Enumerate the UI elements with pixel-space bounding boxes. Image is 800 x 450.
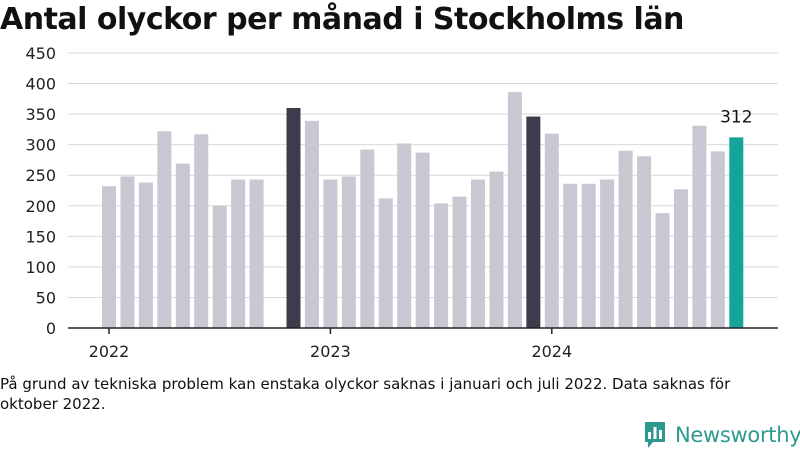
y-tick-label: 350: [25, 105, 56, 124]
bar-2023-04: [378, 198, 393, 328]
bar-2024-02: [563, 183, 578, 328]
bar-2022-01: [102, 186, 116, 328]
bar-2022-12: [304, 120, 319, 328]
brand-name: Newsworthy: [675, 423, 800, 447]
bar-2022-03: [138, 182, 153, 328]
footnote: På grund av tekniska problem kan enstaka…: [0, 375, 731, 413]
bar-2023-03: [360, 149, 375, 328]
bar-2024-10: [710, 151, 725, 328]
bar-2023-07: [434, 203, 449, 328]
bar-chart-badge-icon: [645, 422, 665, 448]
bar-2022-07: [212, 205, 227, 328]
x-tick-label: 2022: [89, 342, 130, 361]
y-tick-label: 50: [36, 288, 56, 307]
bar-2024-06: [637, 156, 652, 328]
y-tick-label: 450: [25, 44, 56, 63]
bar-2023-08: [452, 196, 467, 328]
bar-2023-06: [415, 152, 430, 328]
bar-2022-02: [120, 176, 135, 328]
y-tick-label: 150: [25, 227, 56, 246]
chart-title: Antal olyckor per månad i Stockholms län: [0, 2, 684, 37]
bar-2024-08: [673, 189, 688, 328]
bar-2024-05: [618, 150, 633, 328]
y-tick-label: 250: [25, 166, 56, 185]
bar-chart: 0 50 100 150 200 250 300 350 400 450 312 2022 2023…: [25, 44, 778, 361]
bars: [102, 92, 744, 328]
x-axis-ticks: 2022 2023 2024: [89, 328, 572, 361]
bar-2024-11: [729, 137, 744, 328]
bar-2024-01: [544, 133, 559, 328]
y-tick-label: 400: [25, 75, 56, 94]
bar-2023-01: [323, 179, 338, 328]
bar-2024-04: [600, 179, 615, 328]
bar-2022-09: [249, 179, 264, 328]
bar-2022-04: [157, 131, 172, 328]
bar-2022-08: [231, 179, 246, 328]
x-tick-label: 2024: [531, 342, 572, 361]
bar-2024-09: [692, 125, 707, 328]
bar-2022-06: [194, 134, 209, 328]
bar-2023-02: [341, 176, 356, 328]
bar-2023-05: [397, 143, 412, 328]
bar-2023-09: [471, 179, 485, 328]
y-tick-label: 200: [25, 197, 56, 216]
y-tick-label: 300: [25, 136, 56, 155]
bar-2024-07: [655, 213, 670, 328]
bar-2023-12: [526, 116, 541, 328]
y-tick-label: 100: [25, 258, 56, 277]
annotations: 312: [720, 107, 752, 127]
bar-2023-11: [507, 92, 522, 328]
brand-logo[interactable]: Newsworthy: [643, 420, 800, 450]
bar-2022-05: [175, 163, 190, 328]
y-axis-ticks: 0 50 100 150 200 250 300 350 400 450: [25, 44, 56, 338]
bar-2023-10: [489, 171, 504, 328]
data-label: 312: [720, 107, 752, 127]
y-tick-label: 0: [46, 319, 56, 338]
bar-2022-11: [286, 108, 301, 328]
bar-2024-03: [581, 183, 596, 328]
x-tick-label: 2023: [310, 342, 351, 361]
